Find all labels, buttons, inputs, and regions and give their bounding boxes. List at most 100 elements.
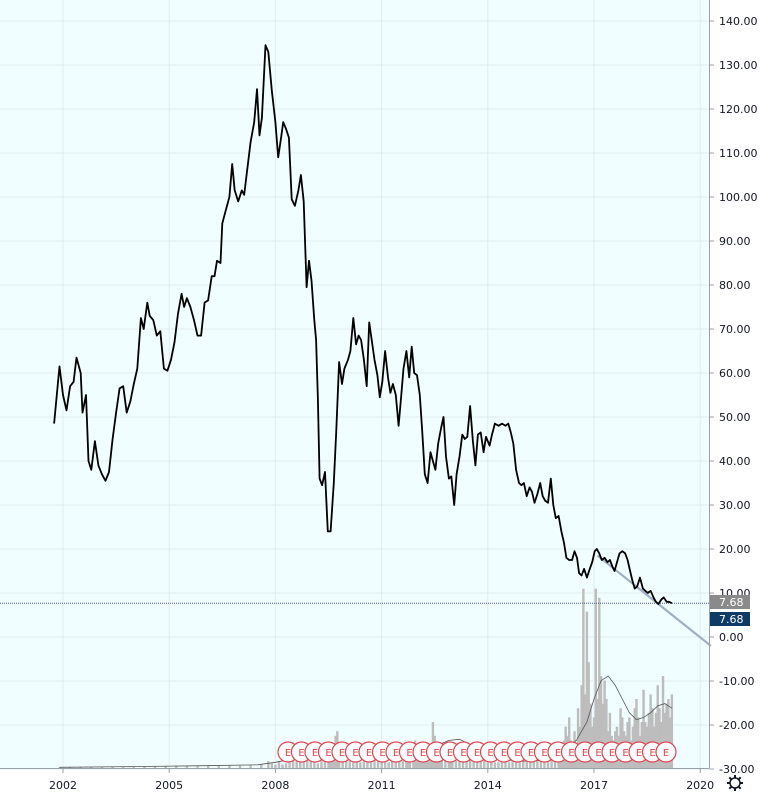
gear-teeth (727, 775, 743, 791)
volume-bar (635, 699, 638, 768)
volume-bar (348, 761, 351, 768)
volume-bar (380, 762, 383, 768)
settings-button[interactable] (727, 775, 743, 791)
volume-bar (100, 766, 104, 768)
volume-bar (68, 767, 72, 768)
earnings-marker-label: E (460, 748, 466, 759)
earnings-marker-label: E (325, 748, 331, 759)
y-tick-label: 140.00 (719, 15, 758, 28)
y-axis[interactable]: 140.00 130.00 120.00 110.00 100.00 90.00 80.00… (709, 15, 758, 776)
volume-bar (468, 758, 472, 768)
volume-bar (330, 758, 334, 768)
earnings-marker-label: E (420, 748, 426, 759)
earnings-marker-label: E (487, 748, 493, 759)
y-tick-label: 120.00 (719, 103, 758, 116)
volume-bar (185, 766, 189, 768)
volume-bar (454, 761, 458, 768)
volume-bar (461, 761, 465, 768)
gear-icon[interactable] (729, 777, 741, 789)
y-tick-label: 70.00 (719, 323, 751, 336)
earnings-marker-label: E (312, 748, 318, 759)
x-tick-label: 2008 (261, 779, 289, 792)
earnings-marker-label: E (406, 748, 412, 759)
volume-bar (603, 680, 606, 768)
volume-bar (260, 764, 263, 768)
volume-bar (651, 708, 654, 768)
earnings-marker-label: E (609, 748, 615, 759)
volume-bar (394, 761, 397, 768)
volume-bar (369, 762, 373, 768)
trendline[interactable] (596, 554, 712, 647)
y-tick-label: -20.00 (719, 719, 754, 732)
earnings-marker-label: E (433, 748, 439, 759)
earnings-marker-label: E (663, 748, 669, 759)
volume-bar (553, 756, 557, 768)
last-price-blue-text: 7.68 (719, 613, 744, 626)
price-axis-background (709, 0, 763, 797)
volume-bar (417, 758, 420, 768)
volume-bar (458, 758, 461, 768)
volume-bar (539, 761, 543, 768)
earnings-marker-label: E (555, 748, 561, 759)
volume-bar (444, 761, 447, 768)
volume-bar (323, 756, 327, 768)
earnings-marker-label: E (447, 748, 453, 759)
volume-bar (316, 763, 320, 768)
volume-bar (270, 763, 274, 768)
volume-bar (405, 758, 408, 768)
volume-bar (249, 765, 252, 768)
plot-background (0, 0, 709, 768)
volume-bar (90, 767, 93, 768)
volume-bar (412, 758, 415, 768)
y-tick-label: -10.00 (719, 675, 754, 688)
volume-bar (175, 766, 178, 768)
volume-bar (511, 761, 514, 768)
volume-bar (284, 763, 288, 768)
volume-bar (327, 758, 330, 768)
x-tick-label: 2017 (580, 779, 608, 792)
earnings-marker-label: E (501, 748, 507, 759)
volume-bar (362, 761, 366, 768)
x-tick-label: 2014 (474, 779, 502, 792)
volume-bar (376, 761, 380, 768)
volume-bar (490, 762, 493, 768)
volume-bar (633, 708, 636, 768)
volume-bar (383, 761, 387, 768)
earnings-marker[interactable]: E (655, 741, 677, 763)
volume-bar (493, 762, 497, 768)
volume-bar (605, 699, 608, 768)
volume-bar (654, 712, 658, 768)
volume-bar (647, 712, 651, 768)
earnings-marker-label: E (636, 748, 642, 759)
last-price-grey-text: 7.68 (719, 596, 744, 609)
volume-bar (309, 761, 312, 768)
volume-bar (408, 761, 412, 768)
volume-bar (332, 761, 336, 768)
volume-bar (663, 712, 666, 768)
y-tick-label: 130.00 (719, 59, 758, 72)
volume-bar (419, 762, 422, 768)
volume-bar (580, 685, 583, 768)
volume-bar (550, 758, 553, 768)
volume-bar (661, 676, 665, 768)
volume-bar (281, 764, 284, 768)
volume-bar (228, 765, 231, 768)
volume-bar (291, 756, 295, 768)
earnings-marker-label: E (285, 748, 291, 759)
volume-bar (422, 761, 426, 768)
volume-bar (238, 765, 242, 768)
volume-bar (352, 762, 355, 768)
volume-bar (426, 761, 429, 768)
volume-bar (619, 708, 622, 768)
y-tick-label: 40.00 (719, 455, 751, 468)
volume-bar (525, 761, 528, 768)
volume-bar (428, 756, 431, 768)
volume-bar (483, 758, 486, 768)
x-axis[interactable]: 2002 2005 2008 2011 2014 2017 2020 (49, 768, 714, 792)
earnings-marker-label: E (474, 748, 480, 759)
volume-bar (479, 761, 482, 768)
volume-bar (507, 762, 511, 768)
volume-bar (164, 766, 167, 768)
